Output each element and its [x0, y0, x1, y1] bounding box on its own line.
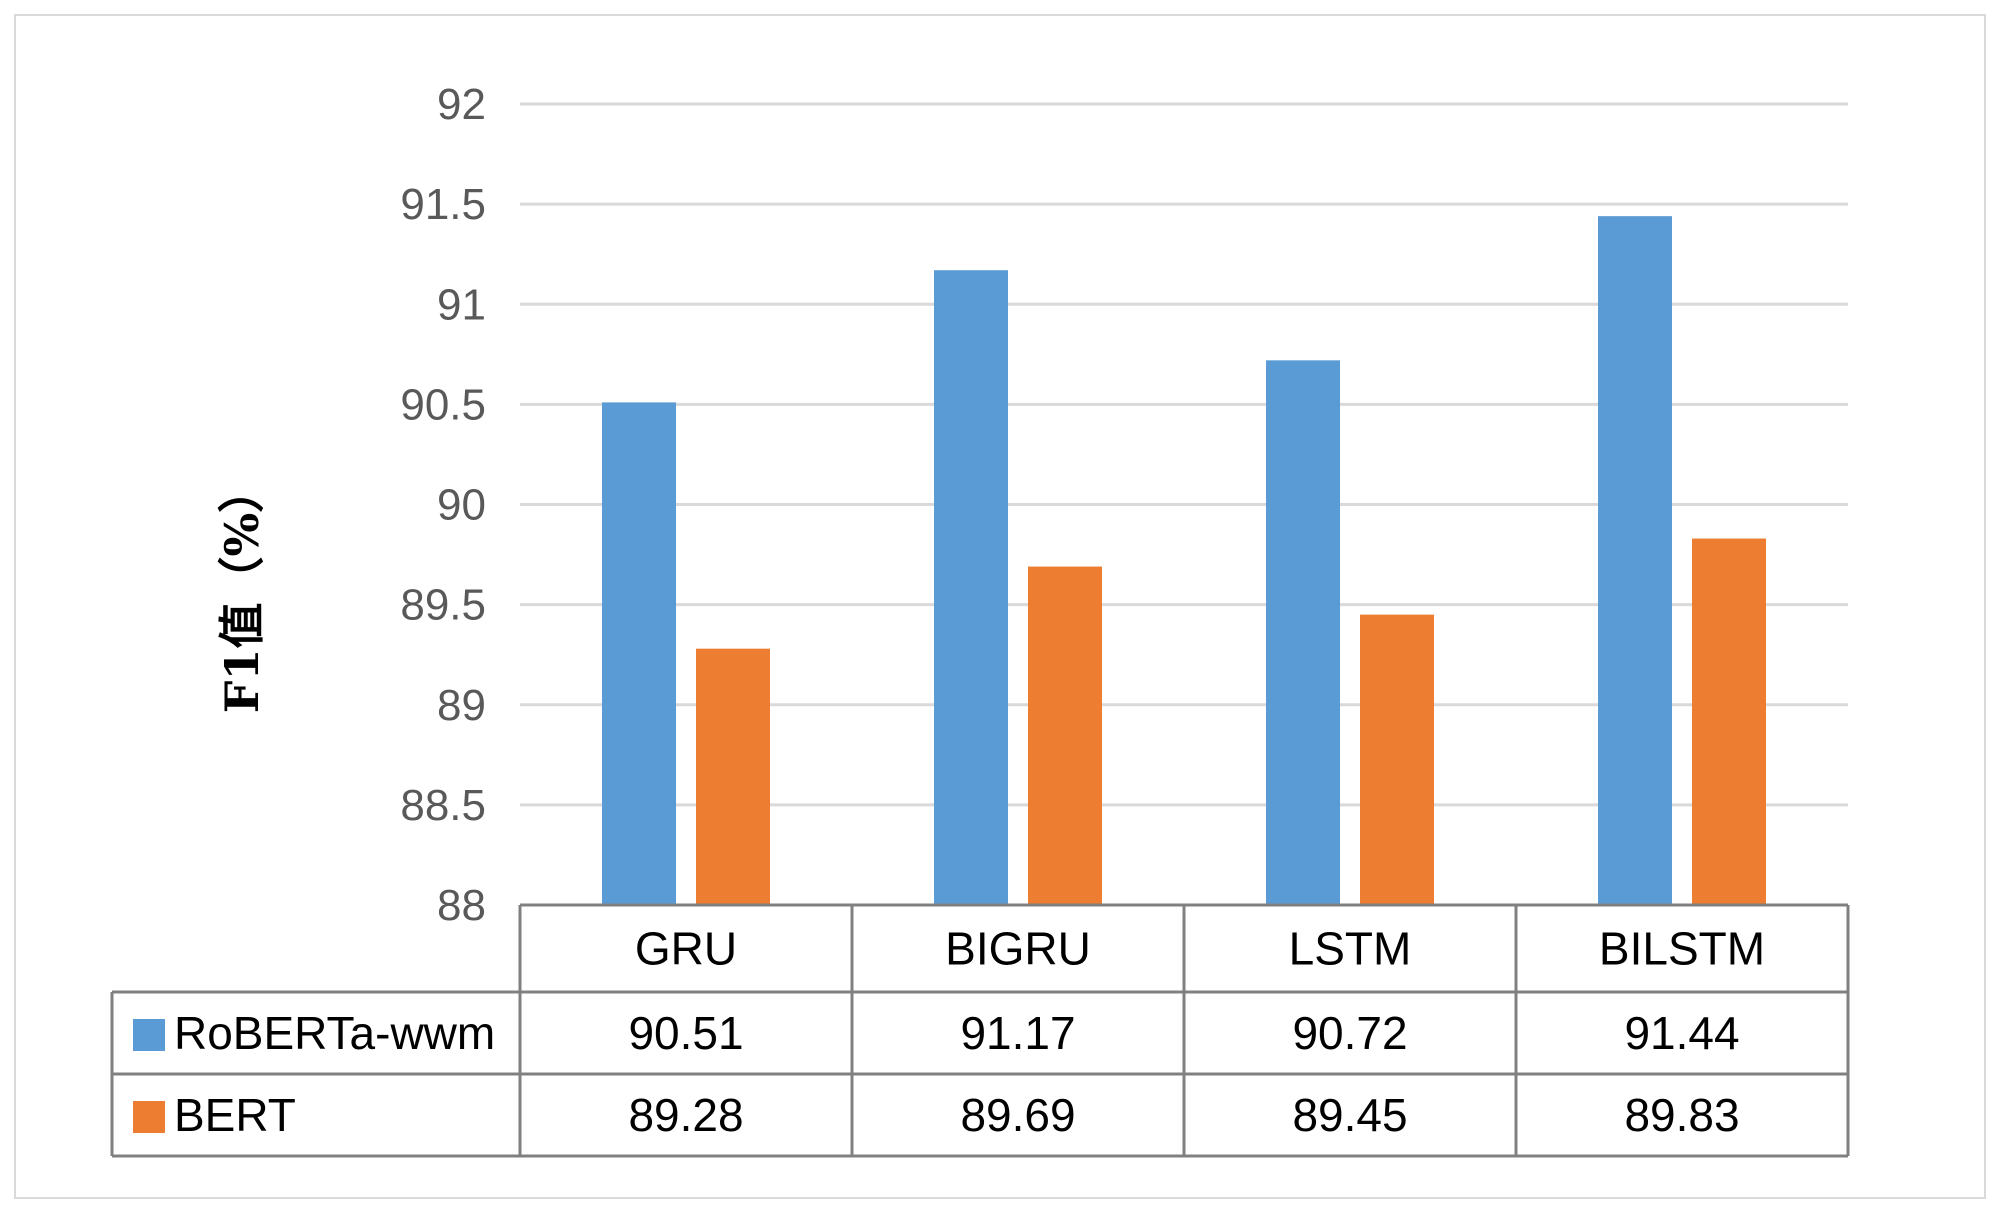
data-label: 89.28	[628, 1089, 743, 1141]
legend-label: RoBERTa-wwm	[174, 1007, 495, 1059]
data-label: 89.69	[960, 1089, 1075, 1141]
data-label: 90.72	[1292, 1007, 1407, 1059]
data-table: GRU BIGRU LSTM BILSTM RoBERTa-wwm 90.51 91.17 9…	[110, 903, 1850, 1158]
y-axis-label: F1值（%）	[215, 467, 269, 713]
bar-roberta-wwm-gru	[602, 402, 676, 905]
y-tick-label: 88	[437, 881, 486, 930]
bar-bert-bilstm	[1692, 538, 1766, 905]
y-tick-label: 88.5	[400, 781, 486, 830]
category-label: GRU	[635, 923, 737, 975]
legend-swatch	[133, 1101, 165, 1133]
category-label: BIGRU	[945, 923, 1091, 975]
bar-roberta-wwm-bigru	[934, 270, 1008, 905]
y-tick-labels: 88 88.5 89 89.5 90 90.5 91 91.5 92	[400, 80, 486, 930]
data-label: 89.83	[1624, 1089, 1739, 1141]
bar-bert-lstm	[1360, 614, 1434, 905]
y-tick-label: 89	[437, 681, 486, 730]
data-label: 91.44	[1624, 1007, 1739, 1059]
category-label: LSTM	[1289, 923, 1412, 975]
bar-roberta-wwm-lstm	[1266, 360, 1340, 905]
y-tick-label: 89.5	[400, 581, 486, 630]
y-tick-label: 91	[437, 280, 486, 329]
bars	[602, 216, 1766, 905]
y-tick-label: 91.5	[400, 180, 486, 229]
data-label: 90.51	[628, 1007, 743, 1059]
data-label: 91.17	[960, 1007, 1075, 1059]
legend-label: BERT	[174, 1089, 296, 1141]
bar-roberta-wwm-bilstm	[1598, 216, 1672, 905]
legend-swatch	[133, 1019, 165, 1051]
bar-bert-gru	[696, 648, 770, 905]
y-tick-label: 90	[437, 481, 486, 530]
chart-frame	[14, 14, 1986, 1199]
y-tick-label: 90.5	[400, 380, 486, 429]
y-tick-label: 92	[437, 80, 486, 129]
bar-bert-bigru	[1028, 566, 1102, 905]
category-label: BILSTM	[1599, 923, 1765, 975]
data-label: 89.45	[1292, 1089, 1407, 1141]
